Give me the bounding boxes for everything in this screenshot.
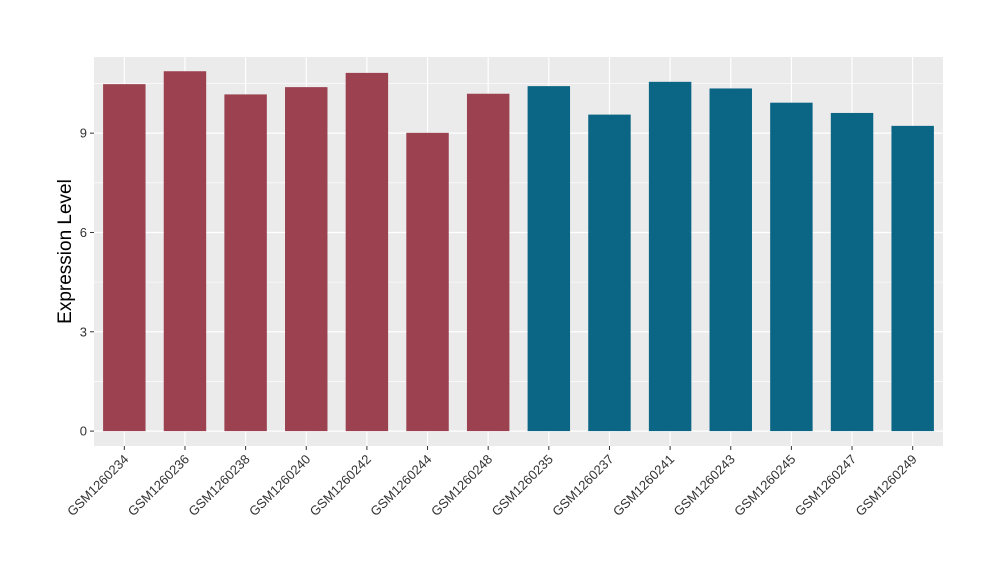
bar-GSM1260235 (527, 86, 571, 432)
x-tick-label: GSM1260240 (246, 452, 313, 519)
x-tick-label: GSM1260242 (307, 452, 374, 519)
bar-GSM1260234 (103, 84, 146, 432)
x-tick-label: GSM1260245 (731, 452, 798, 519)
y-axis-title: Expression Level (55, 179, 76, 324)
x-tick-label: GSM1260244 (367, 452, 434, 519)
x-tick-label: GSM1260241 (610, 452, 677, 519)
y-axis: 0 3 6 9 (80, 126, 94, 439)
y-tick-label: 0 (80, 424, 87, 439)
x-tick-label: GSM1260238 (185, 452, 252, 519)
x-tick-label: GSM1260234 (64, 452, 131, 519)
y-tick-label: 3 (80, 324, 87, 339)
bar-GSM1260242 (345, 72, 389, 432)
x-tick-label: GSM1260236 (125, 452, 192, 519)
x-tick-label: GSM1260248 (428, 452, 495, 519)
x-tick-label: GSM1260235 (489, 452, 556, 519)
x-tick-label: GSM1260237 (549, 452, 616, 519)
y-tick-label: 6 (80, 225, 87, 240)
x-tick-label: GSM1260247 (792, 452, 859, 519)
bar-GSM1260238 (224, 94, 267, 432)
x-tick-label: GSM1260249 (852, 452, 919, 519)
bars (103, 71, 934, 432)
bar-GSM1260240 (285, 87, 328, 432)
bar-GSM1260241 (648, 81, 692, 432)
bar-GSM1260243 (709, 88, 752, 432)
bar-GSM1260245 (770, 102, 813, 432)
x-tick-label: GSM1260243 (671, 452, 738, 519)
bar-GSM1260249 (891, 125, 934, 432)
bar-GSM1260247 (830, 112, 874, 432)
y-tick-label: 9 (80, 126, 87, 141)
bar-GSM1260244 (406, 132, 449, 432)
plot-panel (94, 57, 943, 446)
bar-GSM1260248 (466, 93, 510, 432)
bar-GSM1260236 (163, 71, 207, 432)
bar-GSM1260237 (588, 114, 631, 432)
x-axis: GSM1260234GSM1260236GSM1260238GSM1260240… (64, 446, 920, 519)
